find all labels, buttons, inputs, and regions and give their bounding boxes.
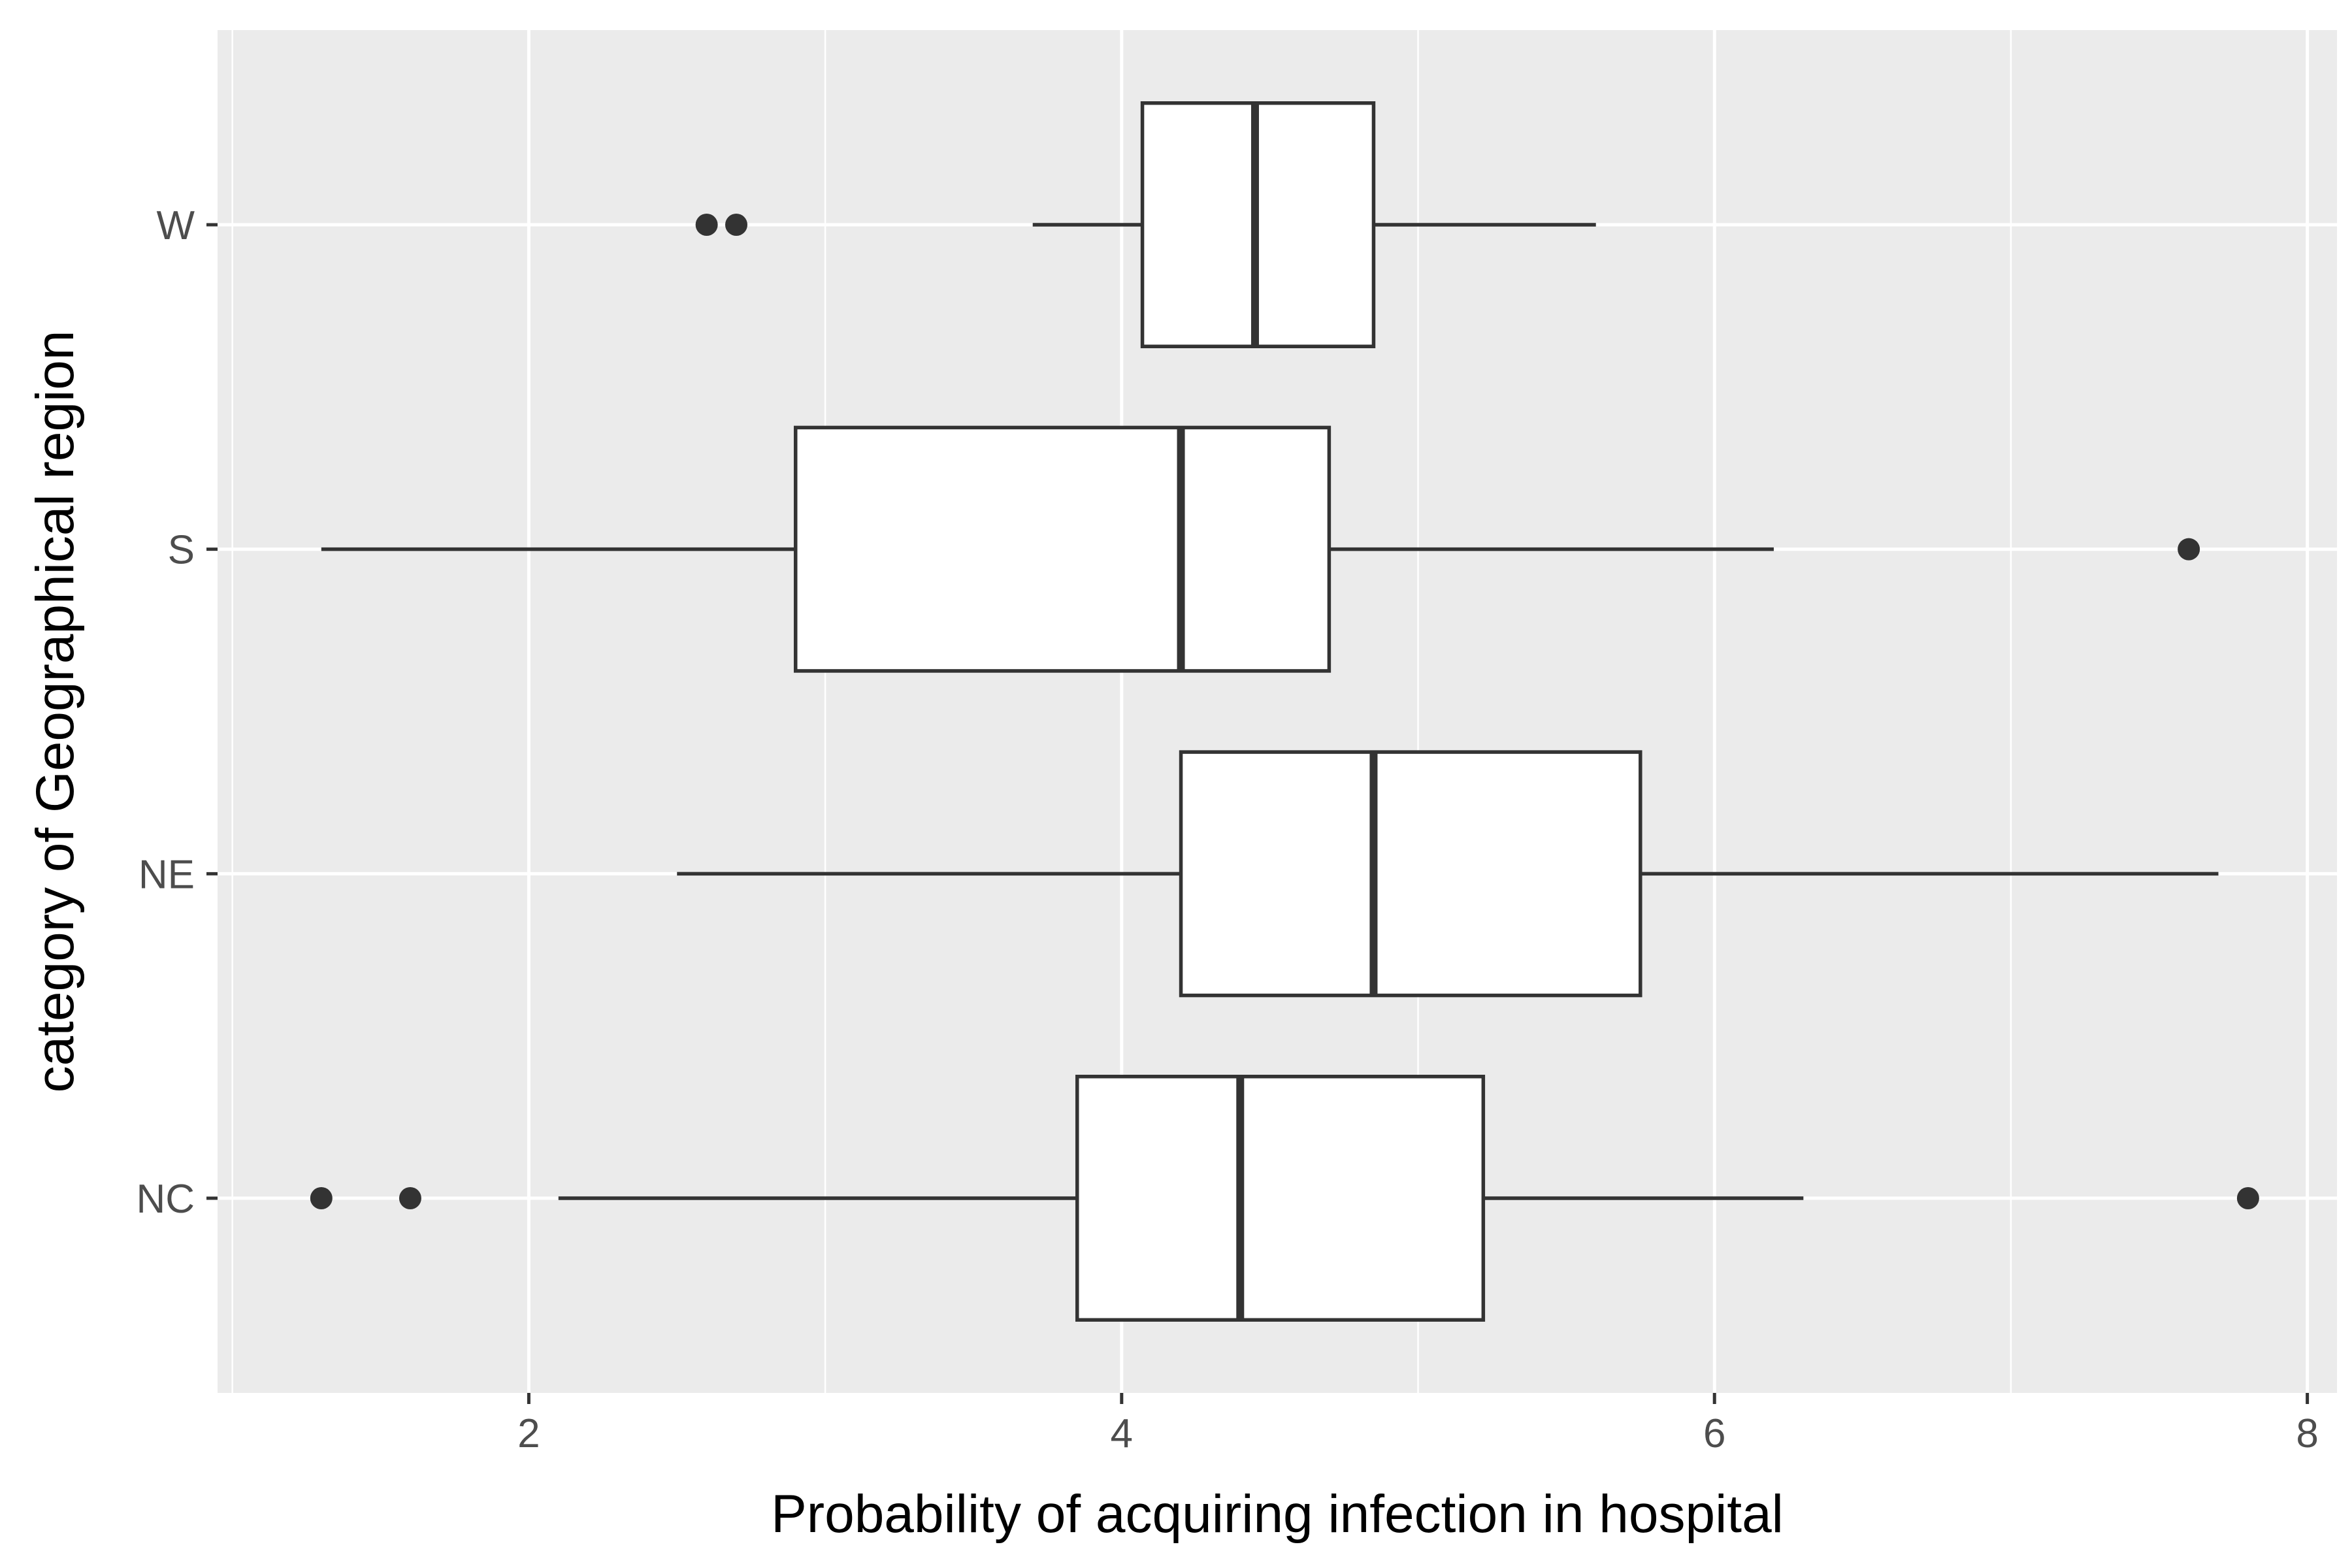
x-axis: 2 4 6 8 (517, 1393, 2319, 1456)
y-axis: NC NE S W (136, 203, 218, 1222)
outlier-point (2178, 538, 2200, 561)
x-tick-label: 2 (517, 1411, 540, 1456)
grid-minor (231, 30, 2012, 1393)
y-tick-label: S (168, 528, 195, 573)
outlier-point (695, 214, 718, 236)
x-tick-label: 4 (1111, 1411, 1133, 1456)
box-nc (310, 1075, 2259, 1322)
x-tick-label: 8 (2296, 1411, 2318, 1456)
y-tick-label: NC (136, 1177, 195, 1222)
box-w (695, 101, 1596, 348)
box-iqr (793, 425, 1331, 673)
box-iqr (1075, 1075, 1486, 1322)
box-iqr (1179, 750, 1642, 998)
y-tick-label: NE (139, 852, 195, 897)
x-axis-title: Probability of acquiring infection in ho… (771, 1484, 1784, 1544)
outlier-point (399, 1187, 421, 1209)
box-ne (677, 750, 2219, 998)
boxes (310, 101, 2259, 1322)
outlier-point (2236, 1187, 2259, 1209)
outlier-point (725, 214, 747, 236)
box-s (321, 425, 2200, 673)
y-axis-title: category of Geographical region (25, 331, 85, 1093)
x-tick-label: 6 (1703, 1411, 1725, 1456)
y-tick-label: W (156, 203, 195, 248)
outlier-point (310, 1187, 333, 1209)
